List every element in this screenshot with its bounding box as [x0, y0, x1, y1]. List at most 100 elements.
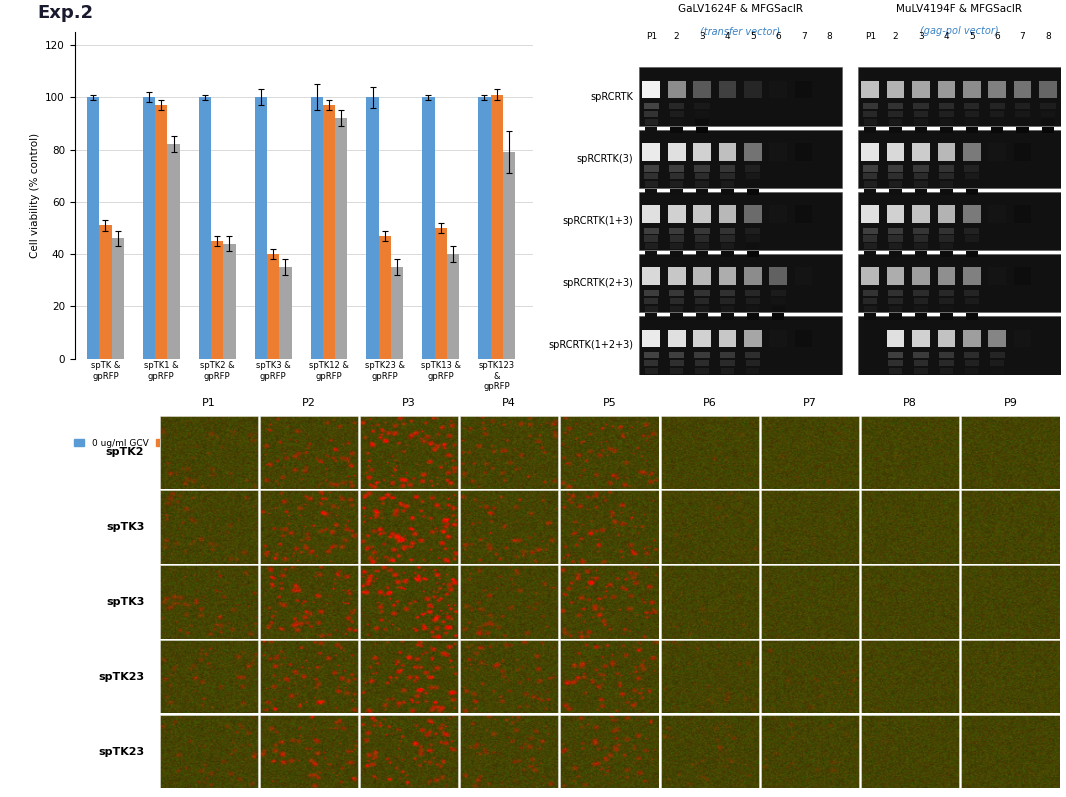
Bar	[669, 243, 683, 249]
Bar	[857, 130, 1061, 188]
Bar	[863, 305, 877, 312]
Bar	[644, 111, 659, 117]
Bar	[1039, 80, 1056, 98]
Bar	[746, 189, 759, 195]
Bar	[863, 181, 877, 187]
Bar	[965, 181, 979, 187]
Bar	[667, 80, 685, 98]
Bar	[939, 228, 954, 234]
Bar	[645, 189, 658, 195]
Bar	[669, 305, 683, 312]
Bar	[861, 268, 879, 285]
Text: P1: P1	[865, 32, 876, 41]
Bar	[720, 228, 734, 234]
Bar	[940, 305, 953, 312]
Bar	[990, 119, 1004, 125]
Bar	[889, 181, 902, 187]
Bar	[772, 313, 785, 320]
Bar	[669, 228, 684, 234]
Bar	[861, 143, 879, 160]
Bar	[862, 104, 877, 109]
Bar	[644, 297, 659, 304]
Bar	[645, 119, 658, 125]
Bar	[721, 367, 734, 374]
Bar	[887, 268, 904, 285]
Text: (gag-pol vector): (gag-pol vector)	[920, 26, 999, 36]
Bar	[645, 127, 658, 133]
Bar	[223, 244, 236, 359]
Bar	[988, 330, 1006, 347]
Bar	[643, 206, 660, 222]
Bar	[915, 189, 927, 195]
Bar	[862, 290, 877, 296]
Bar	[966, 313, 978, 320]
Bar	[695, 359, 709, 366]
Bar	[644, 173, 659, 179]
Bar	[639, 68, 842, 126]
Bar	[695, 297, 709, 304]
Bar	[721, 243, 734, 249]
Legend: 0 ug/ml GCV, 10 ug/ml GCV, 30 ug/ml GCV: 0 ug/ml GCV, 10 ug/ml GCV, 30 ug/ml GCV	[70, 435, 327, 451]
Bar	[722, 313, 733, 320]
Bar	[1014, 268, 1032, 285]
Text: P5: P5	[602, 398, 616, 408]
Bar	[310, 97, 323, 359]
Bar	[940, 119, 953, 125]
Bar	[695, 119, 709, 125]
Bar	[795, 80, 812, 98]
Bar	[643, 268, 660, 285]
Bar	[991, 375, 1003, 382]
Text: 8: 8	[1045, 32, 1051, 41]
Bar	[156, 105, 167, 359]
Bar	[965, 359, 979, 366]
Bar	[937, 206, 955, 222]
Bar	[914, 111, 928, 117]
Bar	[696, 313, 708, 320]
Bar	[696, 375, 708, 382]
Bar	[323, 105, 335, 359]
Bar	[721, 181, 734, 187]
Text: spTK3: spTK3	[106, 522, 144, 532]
Bar	[695, 305, 709, 312]
Bar	[639, 192, 842, 250]
Bar	[667, 206, 685, 222]
Bar	[745, 166, 760, 171]
Bar	[746, 173, 760, 179]
Bar	[914, 297, 928, 304]
Bar	[965, 243, 979, 249]
Bar	[1016, 111, 1030, 117]
Bar	[770, 206, 787, 222]
Bar	[694, 290, 710, 296]
Bar	[771, 297, 786, 304]
Bar	[914, 173, 928, 179]
Bar	[722, 251, 733, 257]
Bar	[696, 127, 708, 133]
Bar	[746, 235, 760, 241]
Bar	[863, 313, 876, 320]
Bar	[746, 313, 759, 320]
Bar	[745, 228, 760, 234]
Bar	[914, 352, 928, 358]
Bar	[914, 228, 928, 234]
Bar	[1014, 206, 1032, 222]
Bar	[966, 251, 978, 257]
Bar	[644, 359, 659, 366]
Bar	[965, 228, 980, 234]
Bar	[772, 305, 785, 312]
Bar	[695, 235, 709, 241]
Bar	[746, 297, 760, 304]
Bar	[378, 236, 391, 359]
Text: 7: 7	[1020, 32, 1025, 41]
Bar	[939, 111, 953, 117]
Bar	[912, 206, 930, 222]
Bar	[963, 80, 981, 98]
Bar	[746, 251, 759, 257]
Bar	[693, 268, 711, 285]
Bar	[744, 330, 762, 347]
Text: MuLV4194F & MFGSacIR: MuLV4194F & MFGSacIR	[897, 4, 1022, 14]
Bar	[1015, 104, 1030, 109]
Bar	[669, 367, 683, 374]
Bar	[863, 251, 876, 257]
Bar	[694, 166, 710, 171]
Bar	[669, 166, 684, 171]
